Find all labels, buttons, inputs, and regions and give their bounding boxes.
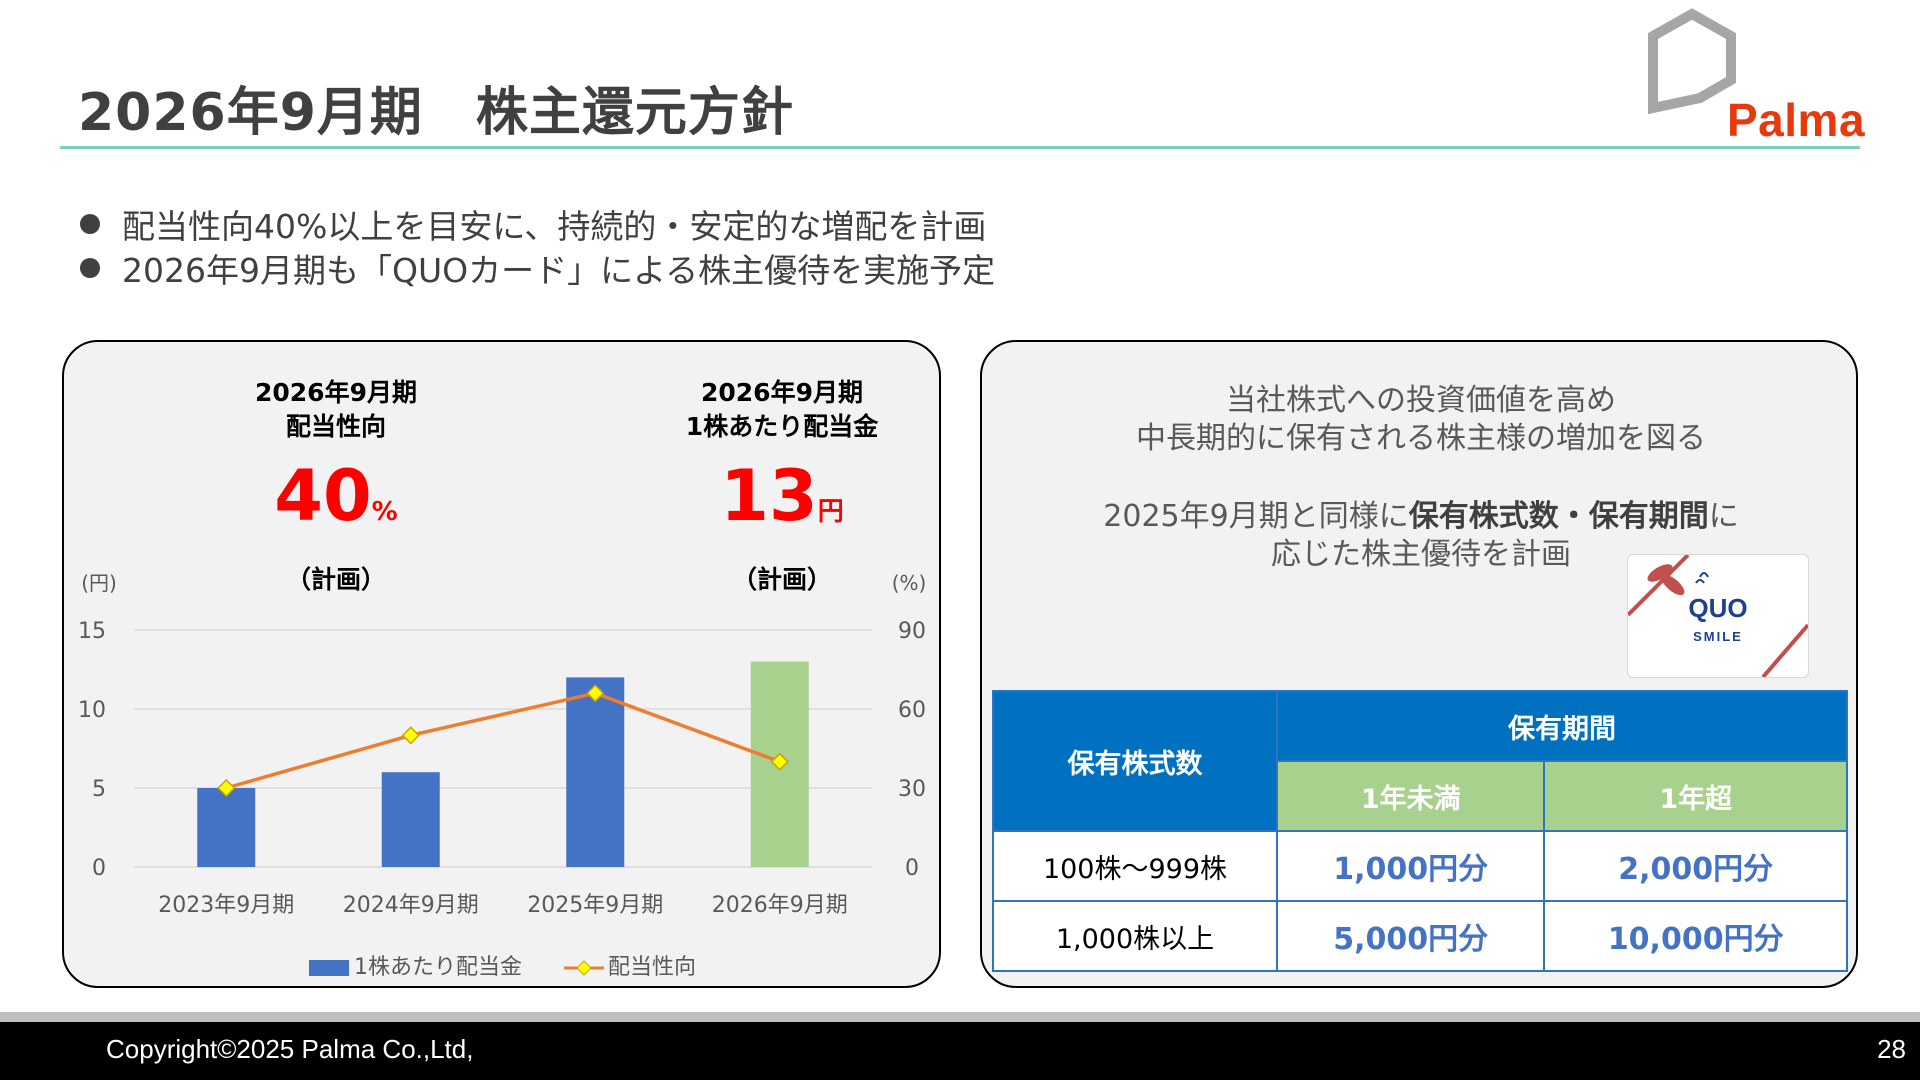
y-tick-label-left: 0 [92,856,106,881]
x-tick-label: 2026年9月期 [712,893,848,918]
kpi-note: （計画） [731,565,832,594]
table-header-row: 保有株式数 保有期間 [992,690,1848,832]
benefit-value: 2,000円分 [1543,830,1848,902]
benefit-intro-line1: 当社株式への投資価値を高め [1226,383,1616,418]
bar-dividend-per-share [197,788,256,867]
shares-range: 100株～999株 [992,830,1278,902]
kpi-subtitle: 配当性向 [285,412,386,441]
y-tick-label-right: 30 [898,777,926,802]
shareholder-benefit-panel: 当社株式への投資価値を高め 中長期的に保有される株主様の増加を図る 2025年9… [980,340,1858,988]
legend-label-dividend: 1株あたり配当金 [354,955,522,980]
bullet-list: 配当性向40%以上を目安に、持続的・安定的な増配を計画 2026年9月期も「QU… [80,202,995,290]
point-payout-ratio [770,752,789,771]
title-divider [60,146,1860,149]
palma-logo-icon [1648,8,1736,115]
kpi-note: （計画） [285,565,386,594]
kpi-payout-ratio: 2026年9月期 配当性向 40% （計画） [176,376,496,596]
header-shares: 保有株式数 [992,690,1278,832]
y-tick-label-right: 60 [898,698,926,723]
kpi-title: 2026年9月期 [701,378,863,407]
benefit-value: 10,000円分 [1543,900,1848,972]
header-over-1-year: 1年超 [1543,760,1848,832]
footer: Copyright©2025 Palma Co.,Ltd, 28 [0,1022,1920,1080]
bullet-item: 配当性向40%以上を目安に、持続的・安定的な増配を計画 [80,202,995,246]
benefit-table: 保有株式数 保有期間 1年未満 1年超 100株～999株 1,000円分 2,… [992,690,1848,972]
line-payout-ratio [225,691,781,790]
page-title: 2026年9月期 株主還元方針 [78,83,794,143]
y-axis-label-left: (円) [81,571,117,595]
logo-text: Palma [1727,94,1866,146]
table-row: 100株～999株 1,000円分 2,000円分 [992,830,1848,902]
legend-label-payout: 配当性向 [608,955,696,980]
dividend-chart: (円) (%) 0 5 10 15 0 30 60 90 2023年9月期 2024年9月期 2025年… [78,571,927,980]
bullet-text: 2026年9月期も「QUOカード」による株主優待を実施予定 [122,251,996,290]
table-row: 1,000株以上 5,000円分 10,000円分 [992,900,1848,972]
legend-marker-swatch [576,960,592,976]
point-payout-ratio [217,778,236,798]
quo-card-image: QUO SMILE [1627,554,1809,678]
table-subheader-row: 1年未満 1年超 [993,760,1848,832]
bar-dividend-per-share [381,772,440,867]
bullet-dot-icon [80,258,100,278]
quo-sub: SMILE [1693,629,1743,644]
copyright-text: Copyright©2025 Palma Co.,Ltd, [106,1034,474,1064]
kpi-title: 2026年9月期 [255,378,417,407]
kpi-subtitle: 1株あたり配当金 [685,412,879,441]
page-number: 28 [1877,1034,1906,1064]
benefit-value: 1,000円分 [1275,830,1546,902]
legend-bar-swatch [309,960,349,976]
gift-ribbon-icon [1628,555,1808,677]
x-tick-label: 2025年9月期 [527,893,663,918]
kpi-value: 40% [274,455,398,537]
x-tick-label: 2023年9月期 [158,893,294,918]
bullet-dot-icon [80,214,100,234]
benefit-intro-line2: 中長期的に保有される株主様の増加を図る [1136,421,1706,456]
dividend-panel: 2026年9月期 配当性向 40% （計画） 2026年9月期 1株あたり配当金… [62,340,941,988]
header-less-than-1-year: 1年未満 [1275,760,1546,832]
bullet-item: 2026年9月期も「QUOカード」による株主優待を実施予定 [80,246,995,290]
kpi-dividend-per-share: 2026年9月期 1株あたり配当金 13円 （計画） [622,376,942,596]
kpi-unit: 円 [817,497,844,527]
shares-range: 1,000株以上 [992,900,1278,972]
quo-brand: QUO [1688,593,1748,623]
kpi-value: 13円 [720,455,844,537]
y-tick-label-left: 5 [92,777,106,802]
bar-dividend-per-share [566,677,625,867]
bullet-text: 配当性向40%以上を目安に、持続的・安定的な増配を計画 [122,207,987,246]
footer-accent-bar [0,1012,1920,1022]
y-axis-label-right: (%) [892,571,927,595]
y-tick-label-left: 10 [78,698,106,723]
header-period: 保有期間 [1276,690,1848,762]
y-tick-label-left: 15 [78,619,106,644]
benefit-value: 5,000円分 [1275,900,1546,972]
kpi-unit: % [371,497,398,527]
y-tick-label-right: 0 [905,856,919,881]
point-payout-ratio [586,684,605,703]
benefit-intro-line3: 2025年9月期と同様に保有株式数・保有期間に [1103,499,1739,534]
y-tick-label-right: 90 [898,619,926,644]
benefit-intro-line4: 応じた株主優待を計画 [1271,537,1571,572]
point-payout-ratio [401,726,420,745]
x-tick-label: 2024年9月期 [343,893,479,918]
